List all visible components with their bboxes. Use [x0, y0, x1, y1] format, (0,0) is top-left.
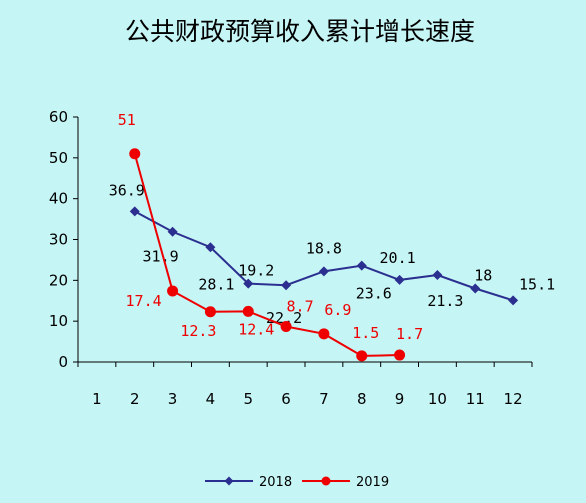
- data-label-2018: 19.2: [238, 262, 274, 280]
- data-point-2019: [204, 306, 216, 318]
- x-tick-label: 9: [395, 390, 405, 408]
- data-point-2018: [129, 206, 140, 217]
- data-label-2019: 51: [118, 111, 136, 129]
- chart-title: 公共财政预算收入累计增长速度: [125, 17, 475, 46]
- data-point-2018: [281, 280, 292, 291]
- data-point-2019: [318, 328, 330, 340]
- data-label-2018: 21.3: [427, 292, 463, 310]
- data-label-2018: 36.9: [109, 181, 145, 199]
- legend-label: 2018: [259, 475, 292, 490]
- data-point-2018: [243, 278, 254, 289]
- x-tick-label: 12: [504, 390, 523, 408]
- legend-label: 2019: [356, 475, 389, 490]
- series-line-2019: [133, 153, 400, 357]
- y-tick-label: 40: [49, 190, 68, 208]
- data-point-2019: [394, 349, 406, 361]
- data-label-2019: 12.3: [180, 322, 216, 340]
- data-point-2019: [242, 305, 254, 317]
- data-point-2018: [394, 274, 405, 285]
- data-label-2018: 18.8: [306, 239, 342, 257]
- data-label-2018: 15.1: [519, 275, 555, 293]
- data-label-2018: 18: [474, 267, 492, 285]
- x-tick-label: 7: [319, 390, 329, 408]
- x-tick-label: 5: [243, 390, 253, 408]
- series-2019: 51 17.4 12.3 12.4 8.7 6.91.5 1.7: [118, 111, 423, 362]
- data-point-2018: [167, 226, 178, 237]
- data-point-2019: [129, 148, 141, 160]
- data-point-2018: [318, 266, 329, 277]
- y-tick-label: 20: [49, 271, 68, 289]
- data-point-2019: [356, 350, 368, 362]
- data-label-2019: 8.7: [287, 297, 314, 315]
- y-tick-label: 30: [49, 231, 68, 249]
- data-label-2019: 1.7: [396, 325, 423, 343]
- series-layer: 36.931.928.119.222.218.823.620.121.318 15…: [109, 111, 555, 362]
- data-point-2019: [280, 320, 292, 332]
- data-label-2018: 23.6: [356, 285, 392, 303]
- x-tick-label: 1: [92, 390, 102, 408]
- x-tick-label: 2: [130, 390, 140, 408]
- data-label-2018: 20.1: [380, 249, 416, 267]
- legend-item-2018: 2018: [205, 475, 292, 490]
- data-label-2018: 31.9: [143, 248, 179, 266]
- series-2018: 36.931.928.119.222.218.823.620.121.318 15…: [109, 181, 555, 327]
- data-label-2018: 28.1: [198, 275, 234, 293]
- data-label-2019: 17.4: [126, 292, 162, 310]
- legend: 2018 2019: [205, 475, 389, 490]
- data-point-2018: [470, 283, 481, 294]
- x-tick-label: 3: [168, 390, 178, 408]
- y-tick-label: 50: [49, 149, 68, 167]
- y-tick-label: 0: [58, 353, 68, 371]
- legend-marker: [224, 476, 234, 486]
- legend-item-2019: 2019: [302, 475, 389, 490]
- data-label-2019: 1.5: [352, 324, 379, 342]
- y-tick-label: 10: [49, 312, 68, 330]
- data-point-2018: [432, 270, 443, 281]
- data-point-2018: [205, 242, 216, 253]
- x-tick-label: 10: [428, 390, 447, 408]
- x-tick-label: 4: [206, 390, 216, 408]
- data-point-2018: [356, 260, 367, 271]
- legend-marker: [321, 476, 331, 486]
- y-tick-label: 60: [49, 108, 68, 126]
- x-tick-label: 6: [281, 390, 291, 408]
- data-point-2018: [508, 295, 519, 306]
- x-tick-label: 8: [357, 390, 367, 408]
- data-label-2019: 6.9: [324, 301, 351, 319]
- data-point-2019: [167, 285, 179, 297]
- data-label-2019: 12.4: [238, 320, 274, 338]
- x-tick-label: 11: [466, 390, 485, 408]
